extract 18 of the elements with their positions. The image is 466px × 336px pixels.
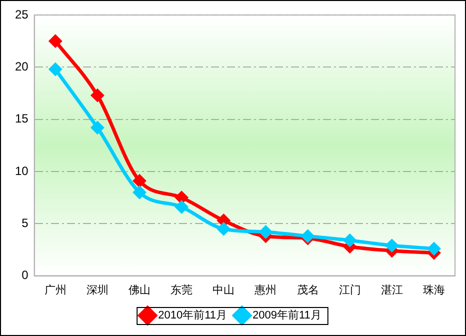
y-tick-label: 5 — [22, 216, 29, 230]
y-tick-label: 0 — [22, 268, 29, 282]
x-tick-label: 广州 — [44, 283, 66, 296]
x-tick-label: 佛山 — [128, 283, 151, 296]
y-tick-label: 10 — [14, 164, 29, 178]
y-tick-label: 20 — [14, 59, 29, 74]
x-tick-label: 深圳 — [86, 283, 108, 296]
y-tick-label: 25 — [14, 7, 29, 22]
y-tick-label: 15 — [14, 112, 29, 126]
x-tick-label: 珠海 — [422, 283, 445, 296]
x-tick-label: 湛江 — [380, 283, 403, 296]
x-tick-label: 东莞 — [170, 283, 193, 296]
legend-label: 2010年前11月 — [158, 310, 227, 322]
x-tick-label: 茂名 — [296, 283, 319, 296]
x-tick-label: 惠州 — [254, 283, 277, 296]
legend-label: 2009年前11月 — [252, 310, 322, 322]
x-tick-label: 江门 — [338, 283, 361, 296]
x-tick-label: 中山 — [212, 283, 235, 296]
